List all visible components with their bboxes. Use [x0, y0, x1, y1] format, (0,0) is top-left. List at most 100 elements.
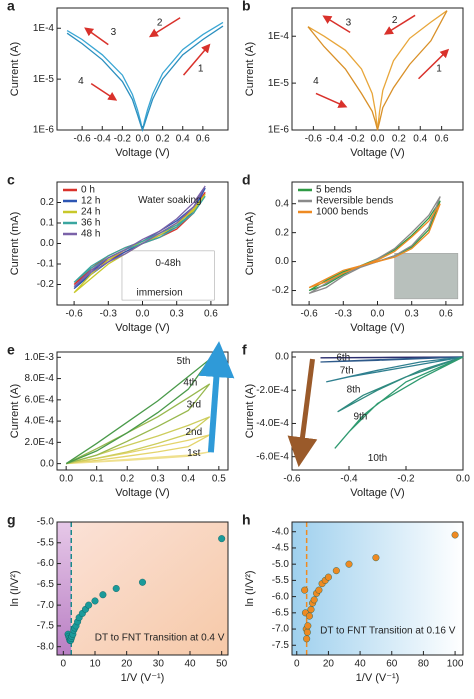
- x-tick-label: 0.2: [156, 134, 170, 145]
- x-tick-label: 0.0: [136, 134, 150, 145]
- point: [138, 578, 146, 586]
- y-tick-label: -6.0: [272, 591, 290, 602]
- arrow: [322, 15, 351, 34]
- y-axis-label: Current (A): [244, 384, 256, 438]
- x-tick-label: 20: [121, 659, 133, 670]
- arrow: [84, 27, 109, 46]
- plot-frame: [56, 351, 229, 471]
- y-tick-label: 1E-6: [33, 125, 55, 136]
- point: [345, 560, 353, 568]
- x-axis-label: Voltage (V): [115, 487, 169, 499]
- x-axis-label: Voltage (V): [115, 147, 169, 159]
- annotation: 3rd: [187, 400, 201, 411]
- y-tick-label: -6.5: [37, 579, 55, 590]
- x-tick-label: 0.1: [90, 474, 104, 485]
- x-axis-label: Voltage (V): [350, 147, 404, 159]
- annotation: 4: [313, 76, 319, 87]
- y-axis-label: Current (A): [9, 384, 21, 438]
- y-tick-label: 4.0E-4: [25, 416, 55, 427]
- series-line: [326, 356, 464, 383]
- point: [451, 531, 459, 539]
- y-tick-label: -7.0: [272, 624, 290, 635]
- panel: 0 10 20 30 40 50 -8.0 -7.5 -7.0 -6.5 -6.0 -5.5 -5.0 1…: [7, 512, 229, 684]
- x-tick-label: -0.3: [335, 309, 353, 320]
- point: [303, 635, 311, 643]
- y-tick-label: -7.0: [37, 600, 55, 611]
- panel: -0.6 -0.4 -0.2 0.0 0.0 -2.0E-4 -4.0E-4 -6.0E-4 V…: [242, 342, 470, 499]
- y-axis-label: Current (A): [244, 42, 256, 96]
- y-tick-label: 0.0: [40, 238, 54, 249]
- series-line: [308, 203, 441, 289]
- annotation: immersion: [137, 287, 183, 298]
- legend-label: 36 h: [81, 218, 100, 229]
- panel-label: c: [7, 172, 15, 188]
- x-tick-label: 0.4: [181, 474, 195, 485]
- annotation: 4th: [183, 377, 197, 388]
- y-tick-label: -4.0: [272, 526, 290, 537]
- annotation: 3: [346, 17, 352, 28]
- y-axis-label: Current (mA): [244, 212, 256, 276]
- panel: -0.6 -0.4 -0.2 0.0 0.2 0.4 0.6 1E-6 1E-5 1E-4 Volt…: [7, 0, 229, 159]
- annotation: DT to FNT Transition at 0.16 V: [320, 626, 456, 637]
- arrow: [383, 14, 416, 35]
- x-tick-label: 80: [418, 659, 430, 670]
- point: [372, 554, 380, 562]
- annotation: 3: [111, 27, 117, 38]
- annotation: 4: [78, 76, 84, 87]
- annotation: DT to FNT Transition at 0.4 V: [95, 632, 225, 643]
- x-tick-label: -0.4: [340, 474, 358, 485]
- point: [91, 597, 99, 605]
- x-tick-label: 0.0: [136, 309, 150, 320]
- point: [324, 573, 332, 581]
- y-tick-label: -7.5: [272, 640, 290, 651]
- x-axis-label: Voltage (V): [350, 322, 404, 334]
- arrow: [287, 358, 318, 468]
- x-tick-label: 100: [447, 659, 464, 670]
- x-axis-label: 1/V (V⁻¹): [356, 672, 400, 684]
- y-tick-label: -8.0: [37, 641, 55, 652]
- y-tick-label: 0.4: [275, 198, 289, 209]
- y-tick-label: -0.2: [272, 285, 290, 296]
- y-tick-label: -0.1: [37, 259, 55, 270]
- annotation: 6th: [336, 353, 350, 364]
- panel: -0.6 -0.3 0.0 0.3 0.6 -0.2 0.0 0.2 0.4 Voltage (V…: [242, 172, 464, 334]
- y-tick-label: 6.0E-4: [25, 394, 55, 405]
- point: [85, 601, 93, 609]
- y-tick-label: -6.5: [272, 607, 290, 618]
- series-line: [320, 356, 464, 363]
- panel-label: f: [242, 342, 247, 358]
- arrow: [148, 17, 181, 38]
- arrow: [418, 48, 450, 80]
- legend-label: 12 h: [81, 196, 100, 207]
- arrow: [198, 341, 235, 453]
- y-axis-label: Current (mA): [9, 212, 21, 276]
- y-tick-label: 2.0E-4: [25, 437, 55, 448]
- plot-frame: [56, 521, 229, 656]
- legend-label: 24 h: [81, 207, 100, 218]
- point: [305, 612, 313, 620]
- series-line: [66, 25, 224, 132]
- x-tick-label: 0.0: [371, 134, 385, 145]
- y-tick-label: 1E-5: [268, 78, 290, 89]
- series-line: [320, 356, 464, 359]
- y-tick-label: -5.5: [272, 575, 290, 586]
- x-tick-label: 50: [216, 659, 228, 670]
- y-tick-label: 1E-6: [268, 125, 290, 136]
- x-tick-label: 0: [61, 659, 67, 670]
- y-axis-label: Current (A): [9, 42, 21, 96]
- x-tick-label: 0.3: [170, 309, 184, 320]
- x-tick-label: -0.4: [326, 134, 344, 145]
- point: [112, 585, 120, 593]
- y-tick-label: -5.0: [37, 517, 55, 528]
- point: [218, 535, 226, 543]
- y-tick-label: 8.0E-4: [25, 373, 55, 384]
- plot-frame: [291, 351, 464, 471]
- x-tick-label: 20: [323, 659, 335, 670]
- y-tick-label: 1E-5: [33, 74, 55, 85]
- annotation: 1: [436, 64, 442, 75]
- panel: 0.0 0.1 0.2 0.3 0.4 0.5 0.0 2.0E-4 4.0E-4 6.0E-4 8…: [7, 341, 235, 499]
- y-axis-label: ln (I/V²): [244, 570, 256, 606]
- background: [57, 522, 72, 655]
- x-tick-label: -0.6: [283, 474, 301, 485]
- x-tick-label: 40: [355, 659, 367, 670]
